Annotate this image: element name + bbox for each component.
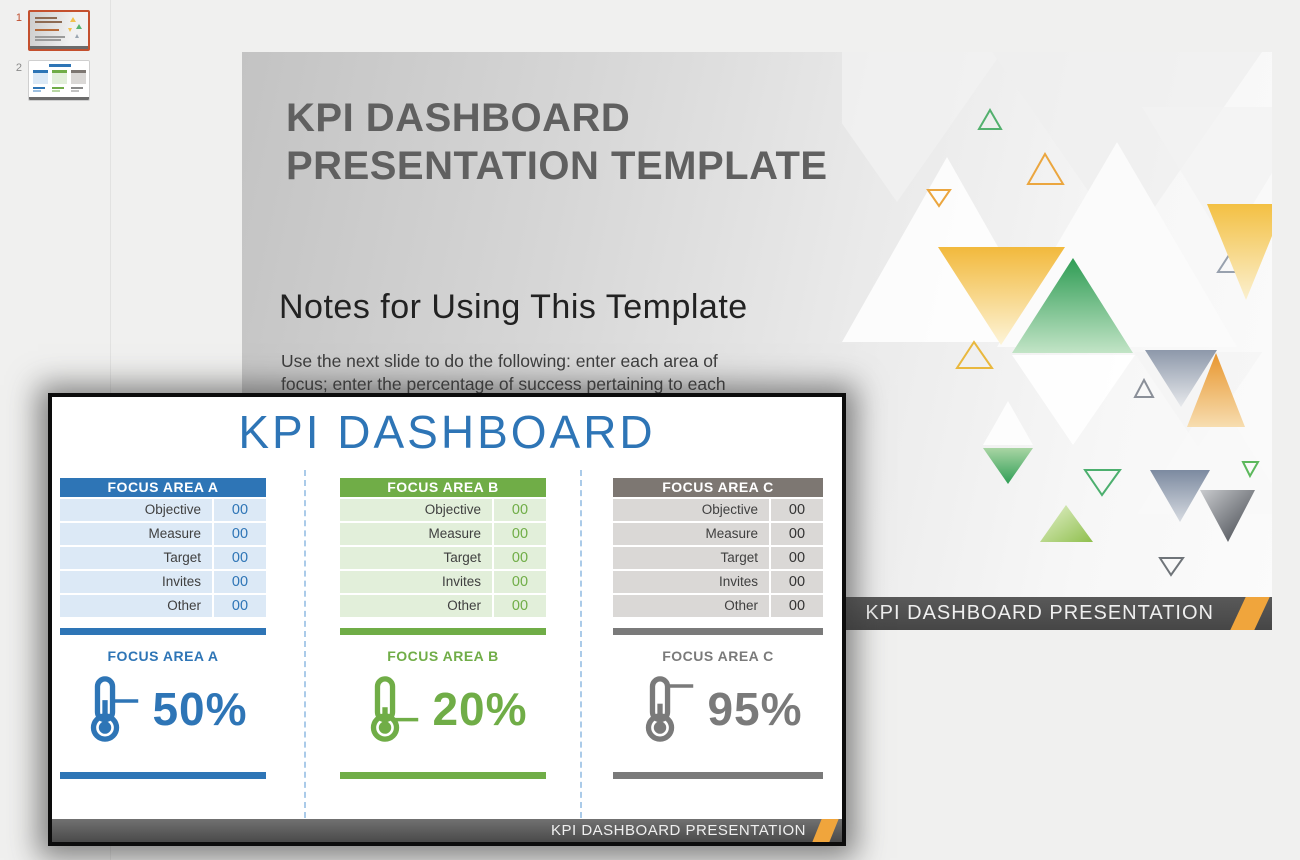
focus-area-b-column: FOCUS AREA B Objective 00 Measure 00 Targe… [340, 478, 546, 779]
table-row: Target 00 [60, 547, 266, 569]
table-row: Objective 00 [613, 499, 823, 521]
divider-bar [60, 772, 266, 779]
footer-accent-stripe [1230, 597, 1270, 630]
table-row: Objective 00 [60, 499, 266, 521]
gauge-a: 50% [60, 670, 266, 748]
body-line-2: focus; enter the percentage of success p… [281, 374, 726, 394]
focus-area-c-column: FOCUS AREA C Objective 00 Measure 00 Targe… [613, 478, 823, 779]
divider-bar [340, 628, 546, 635]
thermometer-icon [91, 676, 139, 742]
kpi-dashboard-popup: KPI DASHBOARD FOCUS AREA A Objective 00 M… [48, 393, 846, 846]
thermometer-icon [371, 676, 419, 742]
slide-thumbnail-1[interactable] [28, 10, 90, 51]
table-row: Invites 00 [613, 571, 823, 593]
column-separator [304, 470, 306, 818]
gauge-label-c: FOCUS AREA C [662, 648, 774, 664]
divider-bar [60, 628, 266, 635]
table-row: Other 00 [340, 595, 546, 617]
slide-number-1: 1 [15, 12, 22, 24]
body-line-1: Use the next slide to do the following: … [281, 351, 718, 371]
popup-footer-text: KPI DASHBOARD PRESENTATION [551, 822, 806, 839]
table-row: Other 00 [60, 595, 266, 617]
divider-bar [340, 772, 546, 779]
percent-value-a: 50% [152, 683, 248, 735]
slide-body-textbox[interactable]: Use the next slide to do the following: … [281, 350, 881, 396]
focus-area-c-header: FOCUS AREA C [613, 478, 823, 497]
divider-bar [613, 628, 823, 635]
slide-footer-text: KPI DASHBOARD PRESENTATION [865, 602, 1214, 624]
slide-title-textbox[interactable]: KPI DASHBOARD PRESENTATION TEMPLATE [286, 96, 828, 188]
table-row: Measure 00 [60, 523, 266, 545]
table-row: Measure 00 [340, 523, 546, 545]
thermometer-icon [646, 676, 694, 742]
popup-footer-bar: KPI DASHBOARD PRESENTATION [52, 819, 842, 842]
gauge-c: 95% [613, 670, 823, 748]
triangle-decoration [842, 52, 1272, 577]
focus-area-a-header: FOCUS AREA A [60, 478, 266, 497]
divider-bar [613, 772, 823, 779]
popup-title: KPI DASHBOARD [238, 406, 656, 458]
slide-subtitle-textbox[interactable]: Notes for Using This Template [279, 288, 748, 326]
table-row: Target 00 [613, 547, 823, 569]
table-row: Other 00 [613, 595, 823, 617]
footer-accent-stripe [812, 819, 839, 842]
table-row: Measure 00 [613, 523, 823, 545]
focus-area-b-header: FOCUS AREA B [340, 478, 546, 497]
percent-value-b: 20% [432, 683, 528, 735]
percent-value-c: 95% [707, 683, 803, 735]
table-row: Objective 00 [340, 499, 546, 521]
column-separator [580, 470, 582, 818]
focus-area-a-column: FOCUS AREA A Objective 00 Measure 00 Targe… [60, 478, 266, 779]
slide-2-miniature [29, 61, 89, 100]
table-row: Target 00 [340, 547, 546, 569]
gauge-label-a: FOCUS AREA A [107, 648, 219, 664]
slide-number-2: 2 [15, 62, 22, 74]
gauge-label-b: FOCUS AREA B [387, 648, 499, 664]
slide-1-miniature [30, 12, 88, 49]
gauge-b: 20% [340, 670, 546, 748]
table-row: Invites 00 [340, 571, 546, 593]
table-row: Invites 00 [60, 571, 266, 593]
slide-thumbnail-2[interactable] [28, 60, 90, 101]
